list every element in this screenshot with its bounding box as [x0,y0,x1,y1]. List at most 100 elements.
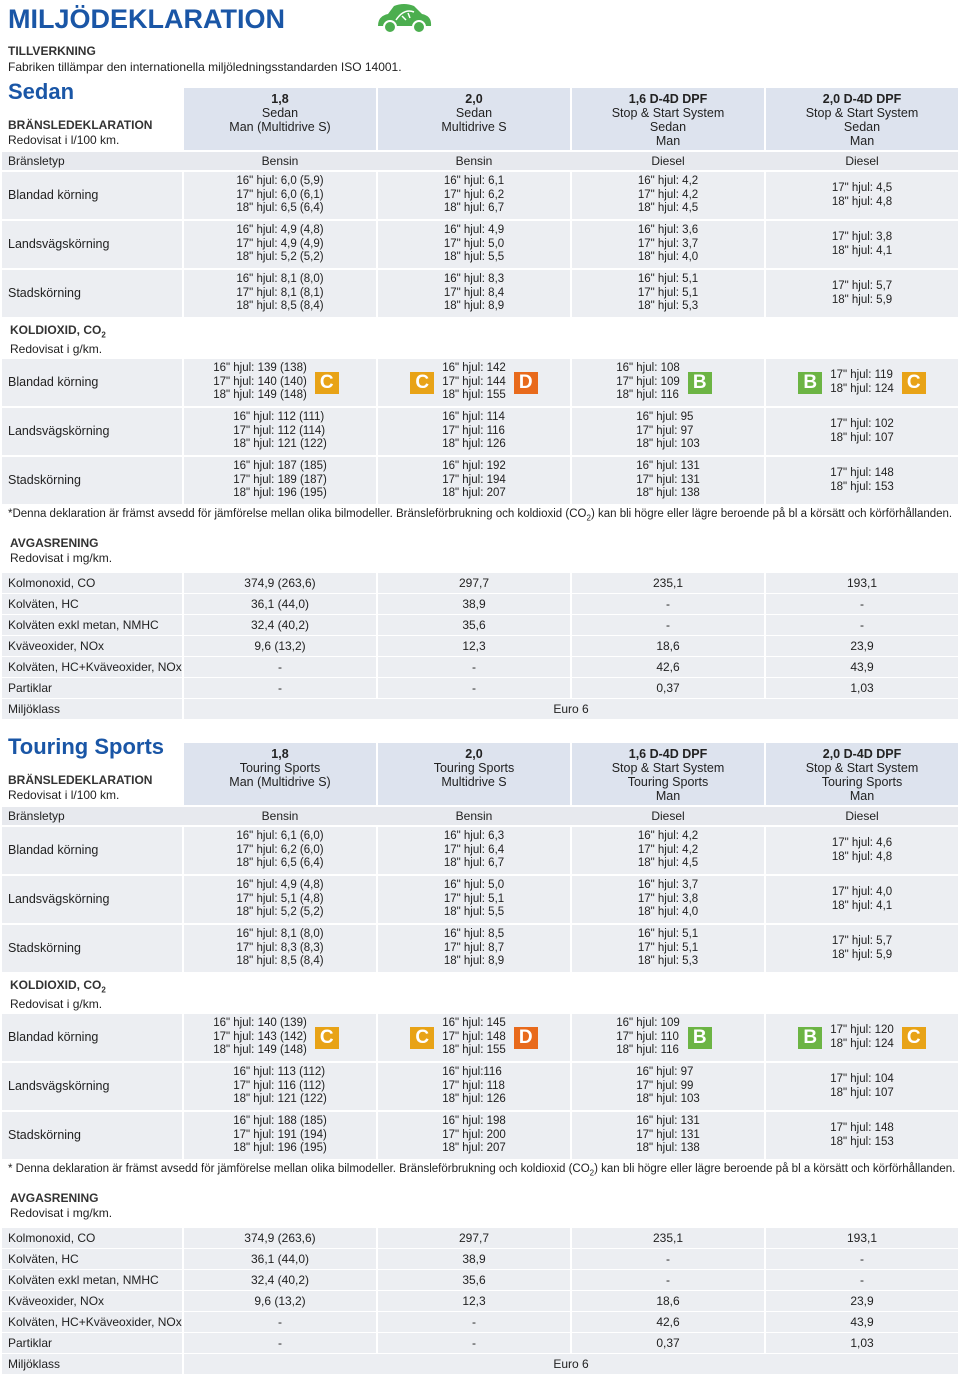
cell-line: 17" hjul: 8,1 (8,1) [236,286,324,299]
cell-lines: 16" hjul: 5,0 17" hjul: 5,1 18" hjul: 5,5 [444,879,504,920]
column-header-line: 1,8 [271,747,289,761]
cell-lines: 16" hjul: 142 17" hjul: 144 18" hjul: 155 [442,362,506,403]
emission-row: Miljöklass Euro 6 [2,1354,958,1374]
cell-line: 18" hjul: 126 [442,438,506,451]
cell-line: 17" hjul: 109 [616,375,680,388]
cell-line: 17" hjul: 6,4 [443,843,505,856]
cell-line: 16" hjul: 6,1 (6,0) [236,830,324,843]
cell-line: 17" hjul: 119 [830,369,893,381]
co2-title: KOLDIOXID, CO2 [10,978,958,997]
cell-lines: 17" hjul: 119 18" hjul: 124 [830,369,894,396]
data-cell: 17" hjul: 102 18" hjul: 107 [766,408,958,455]
cell-line: 17" hjul: 4,9 (4,9) [236,237,324,250]
column-header-line: Sedan [455,106,493,120]
emission-value: 18,6 [572,636,764,656]
cell-line: 17" hjul: 5,7 [831,935,893,947]
cell-line: 16" hjul: 5,0 [443,879,505,892]
column-header-line: 1,6 D-4D DPF [628,747,708,761]
cell-line: 16" hjul: 139 (138) [213,362,307,375]
cell-line: 18" hjul: 155 [442,1044,506,1057]
row-label: Blandad körning [2,827,182,874]
column-header-line: Man (Multidrive S) [229,120,331,134]
column-header-line: Man (Multidrive S) [229,775,331,789]
row-label: Kolmonoxid, CO [2,573,182,593]
cell-line: 17" hjul: 148 [830,1122,894,1134]
cell-lines: 16" hjul: 8,5 17" hjul: 8,7 18" hjul: 8,9 [444,928,504,969]
data-cell: 16" hjul: 131 17" hjul: 131 18" hjul: 138 [572,457,764,504]
cell-line: 18" hjul: 5,2 (5,2) [236,906,324,919]
column-header: 1,6 D-4D DPF Stop & Start System Sedan Man [572,88,764,150]
column-header-row: Sedan BRÄNSLEDEKLARATION Redovisat i l/100… [2,80,958,150]
intro-text: Fabriken tillämpar den internationella m… [8,60,402,74]
emissions-heading: AVGASRENING Redovisat i mg/km. [2,1179,958,1228]
cell-lines: 16" hjul: 112 (111) 17" hjul: 112 (114) 18… [233,411,327,452]
row-label: Miljöklass [2,1354,182,1374]
column-header: 2,0 Sedan Multidrive S [378,88,570,150]
cell-line: 18" hjul: 138 [636,1142,700,1155]
column-header-line: Man [655,134,681,148]
row-label: Kolväten, HC+Kväveoxider, NOx [2,657,182,677]
row-label: Kolväten, HC [2,594,182,614]
column-header: 1,8 Sedan Man (Multidrive S) [184,88,376,150]
cell-line: 16" hjul: 8,1 (8,0) [236,928,324,941]
emission-value: 374,9 (263,6) [184,573,376,593]
emission-row: Kolväten, HC+Kväveoxider, NOx - -42,6 43,9 [2,1312,958,1332]
data-row: Blandad körning 16" hjul: 139 (138) 17" hj… [2,359,958,406]
cell-lines: 16" hjul: 108 17" hjul: 109 18" hjul: 116 [616,362,680,403]
row-label: Stadskörning [2,925,182,972]
section: Sedan BRÄNSLEDEKLARATION Redovisat i l/100… [0,80,960,719]
cell-lines: 16" hjul: 5,1 17" hjul: 5,1 18" hjul: 5,3 [638,928,698,969]
emission-value: - [766,1249,958,1269]
row-label: Kolmonoxid, CO [2,1228,182,1248]
column-header-line: Touring Sports [627,775,709,789]
data-cell: 17" hjul: 148 18" hjul: 153 [766,1112,958,1159]
cell-line: 17" hjul: 8,4 [443,286,505,299]
data-row: Stadskörning 16" hjul: 8,1 (8,0) 17" hjul:… [2,270,958,317]
footnote: * Denna deklaration är främst avsedd för… [2,1159,958,1179]
fuel-type: Diesel [845,154,879,168]
emission-value: - [378,1333,570,1353]
cell-lines: 17" hjul: 148 18" hjul: 153 [830,1122,894,1149]
emission-value: 32,4 (40,2) [184,1270,376,1290]
cell-line: 17" hjul: 140 (140) [213,375,307,388]
cell-line: 18" hjul: 153 [830,1135,894,1148]
cell-lines: 16" hjul: 8,1 (8,0) 17" hjul: 8,1 (8,1) 18… [236,273,323,314]
data-cell: 16" hjul: 8,1 (8,0) 17" hjul: 8,3 (8,3) 18… [184,925,376,972]
data-cell: 16" hjul: 6,1 17" hjul: 6,2 18" hjul: 6,7 [378,172,570,219]
data-row: Blandad körning 16" hjul: 6,1 (6,0) 17" hj… [2,827,958,874]
cell-line: 16" hjul: 8,5 [443,928,505,941]
emission-class-badge: C [410,1026,435,1049]
emission-value: 23,9 [766,1291,958,1311]
cell-line: 16" hjul: 4,2 [637,175,699,188]
column-header-line: Touring Sports [433,761,515,775]
cell-line: 17" hjul: 144 [442,375,506,388]
emission-row: Kolväten, HC 36,1 (44,0) 38,9- - [2,1249,958,1269]
row-label: Landsvägskörning [2,1063,182,1110]
row-label: Kväveoxider, NOx [2,636,182,656]
data-row: Landsvägskörning 16" hjul: 113 (112) 17" h… [2,1063,958,1110]
cell-line: 18" hjul: 5,9 [831,293,893,306]
row-label: Partiklar [2,1333,182,1353]
cell-line: 18" hjul: 8,5 (8,4) [236,955,324,968]
data-cell: 16" hjul: 5,1 17" hjul: 5,1 18" hjul: 5,3 [572,270,764,317]
emission-class-badge: C [314,371,339,394]
cell-lines: 16" hjul: 4,9 (4,8) 17" hjul: 4,9 (4,9) 18… [236,224,323,265]
column-header-line: Sedan [261,106,299,120]
emission-class-badge: B [798,371,823,394]
column-header: 2,0 Touring Sports Multidrive S [378,743,570,805]
column-header-line: Man [655,789,681,803]
cell-line: 16" hjul:116 [442,1066,502,1079]
column-header-line: 2,0 D-4D DPF [822,747,902,761]
cell-lines: 16" hjul: 3,6 17" hjul: 3,7 18" hjul: 4,0 [638,224,698,265]
emission-value: 12,3 [378,636,570,656]
cell-line: 18" hjul: 6,5 (6,4) [236,857,324,870]
emission-value: - [184,657,376,677]
section-heading: Sedan BRÄNSLEDEKLARATION Redovisat i l/100… [2,80,182,150]
data-cell: 16" hjul: 6,1 (6,0) 17" hjul: 6,2 (6,0) 18… [184,827,376,874]
cell-line: 17" hjul: 4,6 [831,837,893,849]
cell-line: 17" hjul: 191 (194) [233,1128,327,1141]
cell-line: 16" hjul: 3,6 [637,224,699,237]
data-cell: 16" hjul: 3,7 17" hjul: 3,8 18" hjul: 4,0 [572,876,764,923]
emission-class-badge: B [687,1026,712,1049]
data-cell: 16" hjul: 112 (111) 17" hjul: 112 (114) 18… [184,408,376,455]
